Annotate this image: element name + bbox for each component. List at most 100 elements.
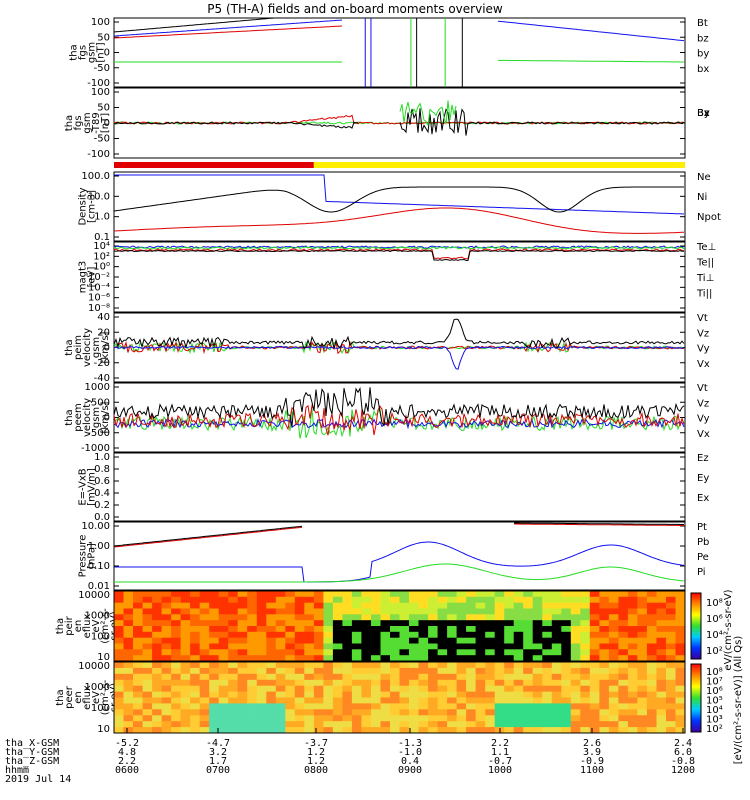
spectrogram-cell [180,602,191,609]
spectrogram-cell [199,673,210,681]
spectrogram-cell [256,679,267,687]
legend-entry: Ez [697,453,709,464]
spectrogram-cell [475,596,486,604]
spectrogram-cell [608,608,619,615]
spectrogram-cell [285,685,296,693]
spectrogram-cell [437,662,448,669]
spectrogram-cell [133,631,143,639]
spectrogram-cell [351,679,362,687]
spectrogram-cell [142,715,153,722]
spectrogram-cell [361,596,372,604]
spectrogram-cell [323,655,334,662]
spectrogram-cell [637,631,648,639]
spectrogram-cell [209,703,220,710]
spectrogram-cell [466,591,477,598]
spectrogram-cell [161,626,172,633]
spectrogram-cell [209,721,220,728]
spectrogram-cell [656,596,667,604]
spectrogram-cell [447,626,458,633]
spectrogram-cell [513,602,524,609]
spectrogram-cell [323,662,334,669]
spectrogram-cell [209,691,220,698]
legend-entry: Pb [697,537,709,548]
spectrogram-cell [589,673,600,681]
spectrogram-cell [551,703,562,710]
spectrogram-cell [523,614,534,621]
spectrogram-cell [209,591,220,598]
spectrogram-cell [209,602,220,609]
spectrogram-cell [618,727,629,734]
spectrogram-cell [580,721,591,728]
spectrogram-cell [114,685,124,693]
spectrogram-cell [199,703,210,710]
spectrogram-cell [532,591,543,598]
legend-entry: Vx [697,429,710,440]
spectrogram-cell [209,667,220,675]
spectrogram-cell [637,596,648,604]
spectrogram-cell [608,631,619,639]
spectrogram-cell [380,608,391,615]
spectrogram-cell [180,649,191,656]
spectrogram-cell [675,620,686,627]
spectrogram-cell [161,591,172,598]
spectrogram-cell [390,667,400,675]
spectrogram-cell [570,691,581,698]
spectrogram-cell [485,608,496,615]
spectrogram-cell [256,643,267,650]
legend-entry: Vt [697,383,708,394]
spectrogram-cell [152,614,163,621]
spectrogram-cell [409,662,419,669]
spectrogram-cell [466,626,477,633]
y-tick-label: 0 [104,343,110,354]
spectrogram-cell [275,608,286,615]
spectrogram-cell [599,691,610,698]
spectrogram-cell [114,709,124,716]
spectrogram-cell [570,649,581,656]
spectrogram-cell [161,662,172,669]
spectrogram-cell [209,643,220,650]
spectrogram-cell [447,631,458,639]
spectrogram-cell [266,643,277,650]
spectrogram-cell [199,697,210,704]
spectrogram-cell [656,662,667,669]
spectrogram-cell [447,602,458,609]
spectrogram-cell [313,721,324,728]
spectrogram-cell [637,697,648,704]
spectrogram-cell [428,602,439,609]
spectrogram-cell [266,626,277,633]
spectrogram-cell [180,697,191,704]
spectrogram-cell [437,691,448,698]
footer-value: 0900 [398,765,422,776]
spectrogram-cell [646,715,657,722]
spectrogram-cell [351,697,362,704]
spectrogram-cell [475,673,486,681]
spectrogram-cell [266,721,277,728]
spectrogram-cell [209,662,220,669]
spectrogram-cell [675,673,686,681]
spectrogram-cell [342,643,353,650]
y-axis-label: tha [69,44,80,60]
spectrogram-cell [161,709,172,716]
spectrogram-cell [190,620,201,627]
spectrogram-cell [485,620,496,627]
spectrogram-cell [637,667,648,675]
spectrogram-cell [418,662,429,669]
spectrogram-cell [323,727,334,734]
spectrogram-cell [161,703,172,710]
panel-frame [113,382,686,453]
spectrogram-cell [351,662,362,669]
colorbar-label-2: eV/(cm²-s-sr-eV) [723,589,734,670]
spectrogram-cell [627,655,638,662]
spectrogram-cell [390,631,400,639]
spectrogram-cell [342,709,353,716]
spectrogram-cell [618,608,629,615]
legend-entry: Pe [697,552,709,563]
spectrogram-cell [142,679,153,687]
spectrogram-cell [133,602,143,609]
y-axis-label: magt3 [78,261,89,294]
spectrogram-cell [228,643,239,650]
spectrogram-cell [180,715,191,722]
spectrogram-cell [399,596,410,604]
spectrogram-cell [494,691,505,698]
spectrogram-cell [380,631,391,639]
